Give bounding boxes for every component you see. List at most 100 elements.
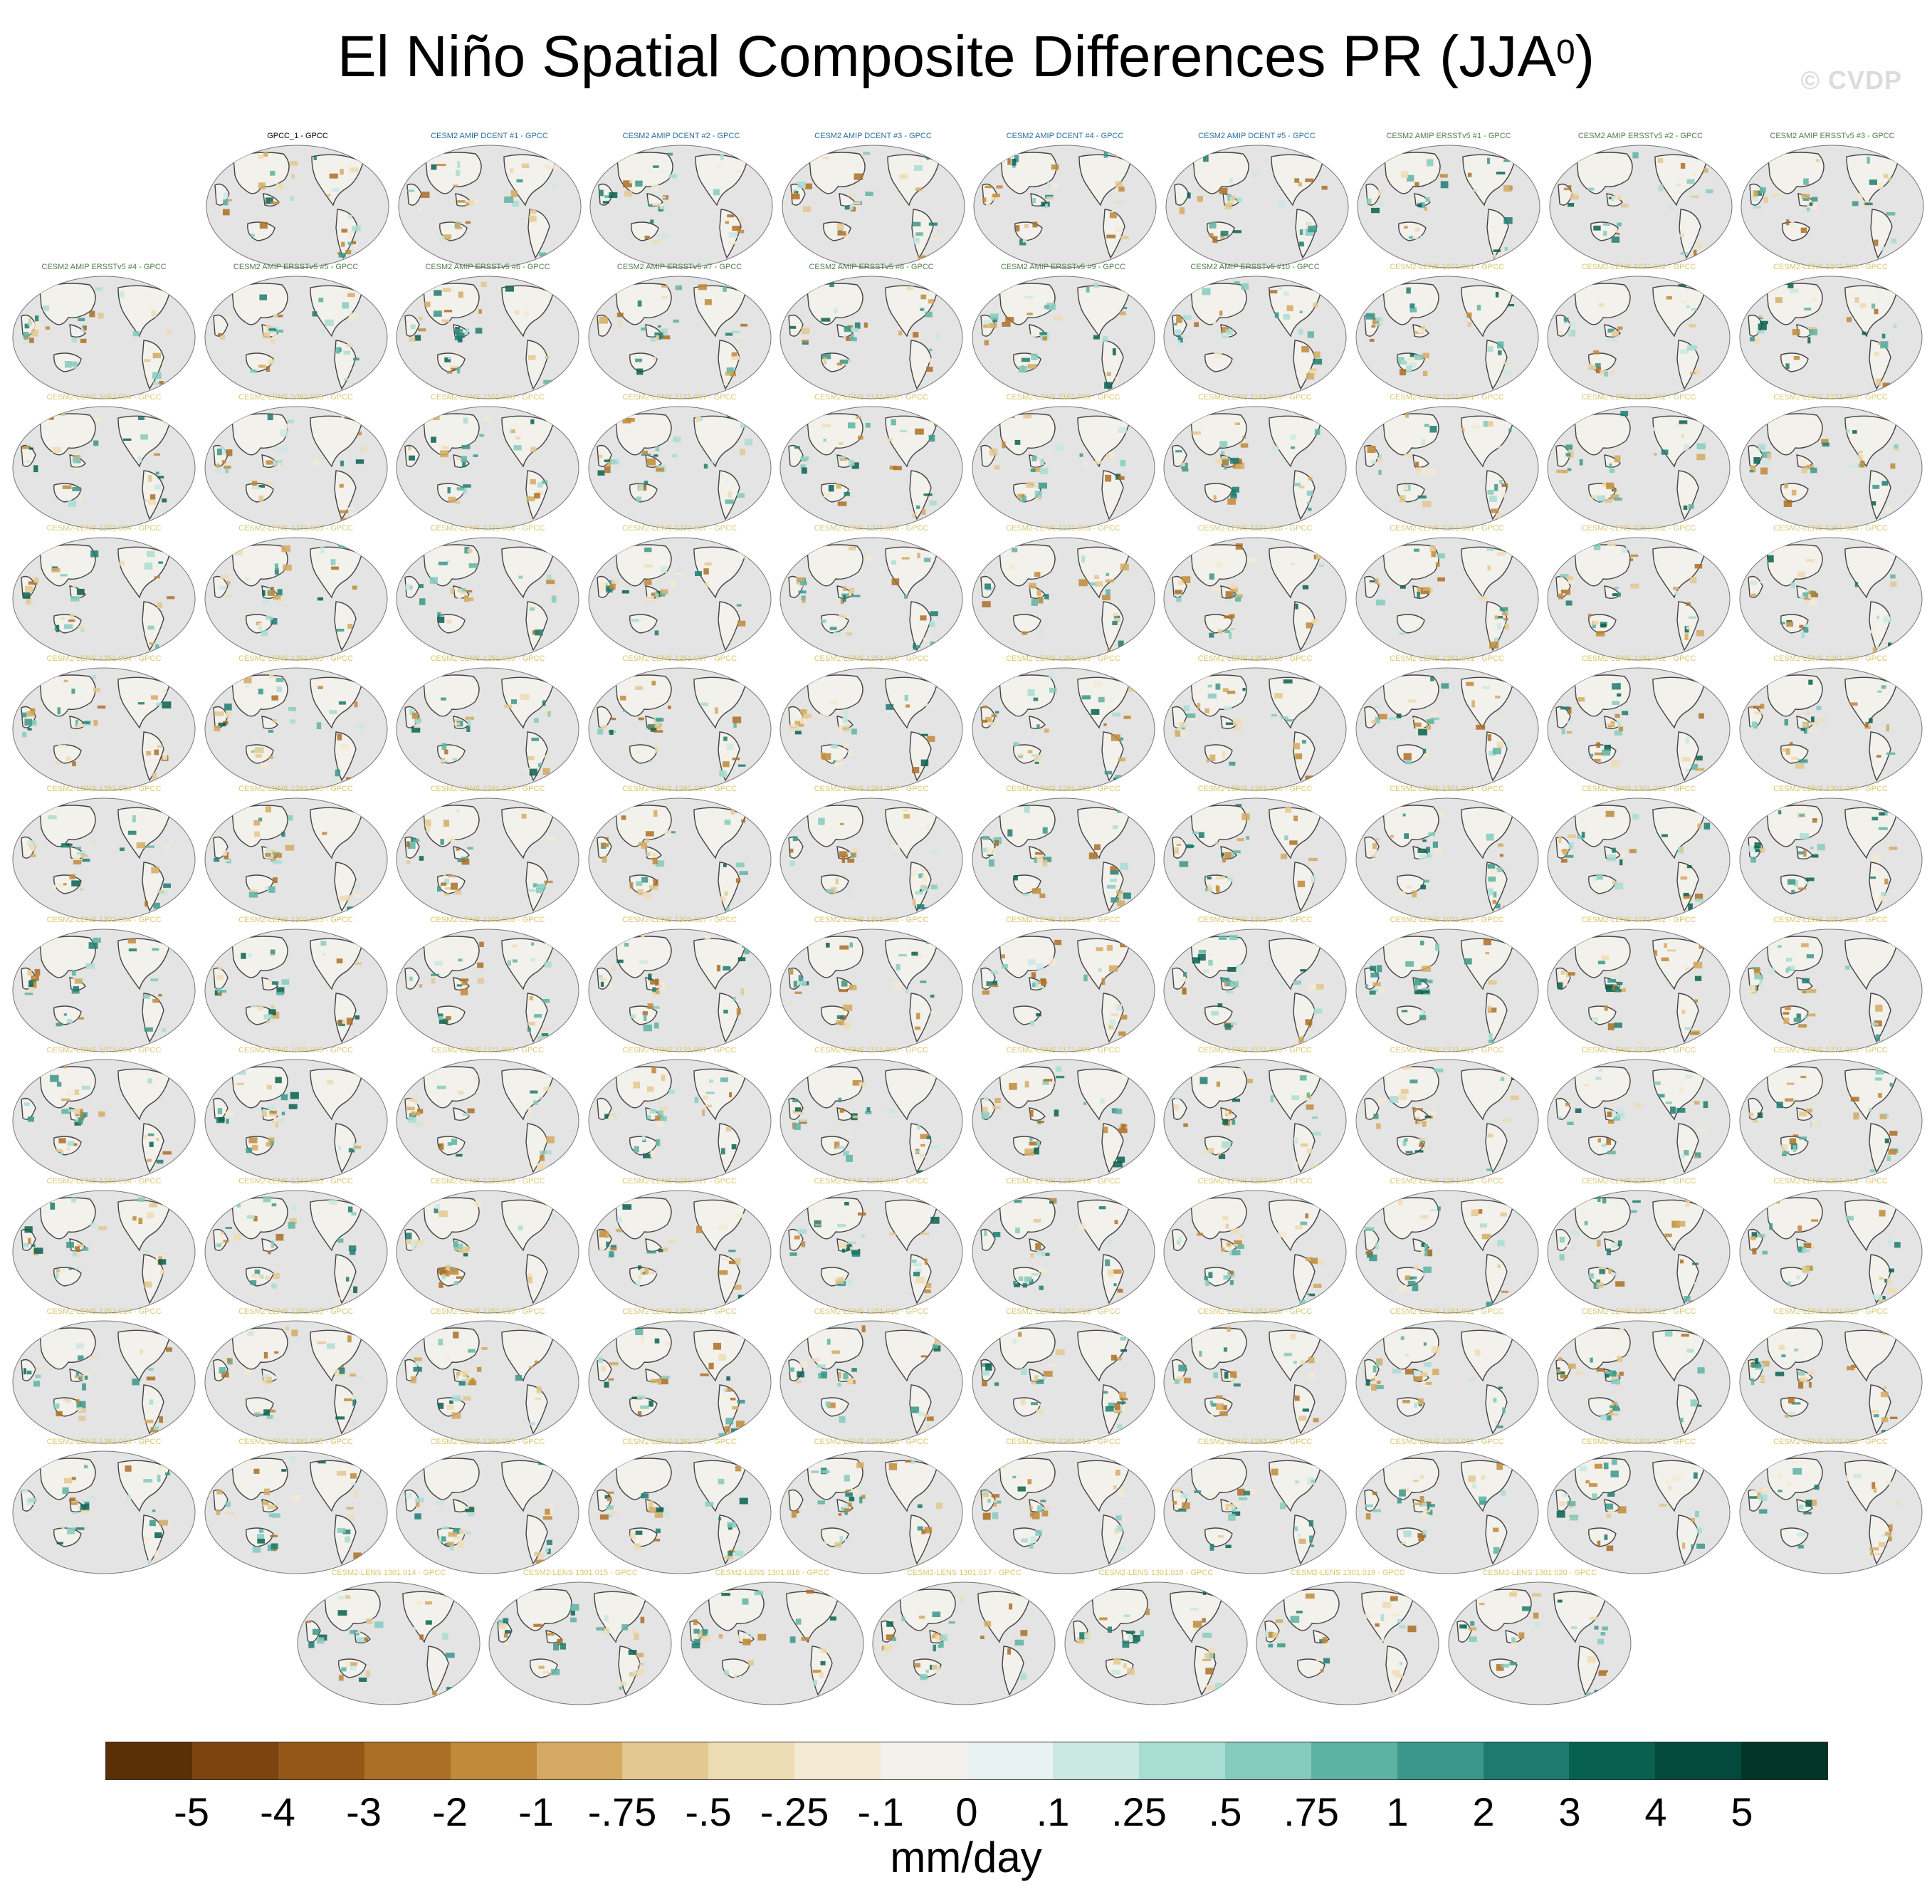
anomaly-cell <box>646 458 656 466</box>
anomaly-cell <box>1015 225 1020 232</box>
anomaly-cell <box>127 938 136 943</box>
world-map <box>1163 1320 1347 1444</box>
anomaly-cell <box>1790 757 1798 760</box>
anomaly-cell <box>258 1529 263 1533</box>
anomaly-cell <box>649 1150 655 1158</box>
world-map <box>204 797 387 921</box>
anomaly-cell <box>268 1110 277 1116</box>
anomaly-cell <box>1222 1119 1229 1125</box>
anomaly-cell <box>837 726 843 732</box>
anomaly-cell <box>1029 1110 1034 1117</box>
anomaly-cell <box>1422 990 1429 994</box>
anomaly-cell <box>353 1490 358 1497</box>
anomaly-cell <box>1751 1247 1756 1255</box>
anomaly-cell <box>789 848 794 853</box>
anomaly-cell <box>419 598 426 605</box>
anomaly-cell <box>1696 1129 1706 1131</box>
anomaly-cell <box>1494 1421 1498 1423</box>
anomaly-cell <box>629 179 634 184</box>
anomaly-cell <box>80 1510 90 1514</box>
anomaly-cell <box>1307 225 1317 233</box>
anomaly-cell <box>1876 755 1881 758</box>
anomaly-cell <box>534 493 540 499</box>
anomaly-cell <box>850 333 854 340</box>
world-map <box>396 406 579 530</box>
map-panel: CESM2-LENS 1301.003 - GPCC <box>1737 784 1925 926</box>
anomaly-cell <box>646 595 654 601</box>
anomaly-cell <box>1308 1371 1315 1378</box>
anomaly-cell <box>792 1110 800 1114</box>
anomaly-cell <box>64 624 73 629</box>
anomaly-cell <box>1375 600 1385 606</box>
anomaly-cell <box>329 710 337 714</box>
anomaly-cell <box>604 1614 609 1622</box>
landmass-2 <box>1002 1646 1024 1696</box>
anomaly-cell <box>82 858 90 862</box>
landmass-3 <box>245 744 274 764</box>
anomaly-cell <box>1397 1094 1407 1100</box>
anomaly-cell <box>609 729 614 735</box>
anomaly-cell <box>1402 1530 1412 1537</box>
anomaly-cell <box>1183 1123 1188 1127</box>
anomaly-cell <box>1782 1012 1789 1015</box>
anomaly-cell <box>1630 1210 1637 1213</box>
anomaly-cell <box>1868 1107 1872 1112</box>
anomaly-cell <box>850 1246 859 1250</box>
anomaly-cell <box>58 1269 66 1274</box>
anomaly-cell <box>570 1617 577 1623</box>
anomaly-cell <box>1790 965 1795 970</box>
anomaly-cell <box>1271 1468 1279 1476</box>
anomaly-cell <box>280 979 289 985</box>
anomaly-cell <box>223 199 229 206</box>
anomaly-cell <box>359 1465 368 1468</box>
anomaly-cell <box>285 844 294 851</box>
anomaly-cell <box>1666 949 1676 952</box>
anomaly-cell <box>80 629 85 632</box>
anomaly-cell <box>272 859 281 864</box>
anomaly-cell <box>903 814 910 819</box>
anomaly-cell <box>543 164 551 169</box>
anomaly-cell <box>1225 1504 1234 1507</box>
anomaly-cell <box>1218 629 1223 634</box>
anomaly-cell <box>1565 453 1571 457</box>
anomaly-cell <box>1215 683 1221 690</box>
anomaly-cell <box>641 1135 645 1141</box>
anomaly-cell <box>1293 815 1298 822</box>
map-panel-title: CESM2-LENS 1231.017 - GPCC <box>622 1177 737 1186</box>
anomaly-cell <box>127 830 137 835</box>
anomaly-cell <box>1012 1475 1016 1479</box>
map-panel: CESM2-LENS 1281.009 - GPCC <box>970 784 1157 926</box>
anomaly-cell <box>1484 421 1493 427</box>
anomaly-cell <box>1894 1242 1901 1248</box>
anomaly-cell <box>1808 600 1817 607</box>
anomaly-cell <box>1503 545 1507 548</box>
map-panel-title: CESM2-LENS 1041.003 - GPCC <box>1773 263 1888 271</box>
anomaly-cell <box>1105 579 1114 582</box>
anomaly-cell <box>731 356 740 360</box>
anomaly-cell <box>262 1111 267 1117</box>
anomaly-cell <box>926 367 933 372</box>
anomaly-cell <box>652 857 658 864</box>
anomaly-cell <box>940 1634 948 1641</box>
anomaly-cell <box>725 1376 730 1381</box>
map-panel: CESM2-LENS 1301.001 - GPCC <box>1353 784 1541 926</box>
map-panel: CESM2-LENS 1281.013 - GPCC <box>1737 1307 1925 1449</box>
anomaly-cell <box>1597 1138 1601 1143</box>
map-panel-title: CESM2-LENS 1251.011 - GPCC <box>1390 1177 1504 1186</box>
anomaly-cell <box>457 595 462 600</box>
anomaly-cell <box>1560 1374 1565 1379</box>
anomaly-cell <box>157 745 163 748</box>
anomaly-cell <box>1298 1538 1306 1544</box>
anomaly-cell <box>1845 1215 1854 1221</box>
anomaly-cell <box>1027 364 1036 369</box>
map-panel-title: CESM2-LENS 1011.001 - GPCC <box>1390 916 1504 924</box>
anomaly-cell <box>459 978 469 981</box>
anomaly-cell <box>526 496 535 501</box>
landmass-2 <box>1484 601 1508 652</box>
anomaly-cell <box>1299 310 1303 313</box>
anomaly-cell <box>258 294 267 300</box>
anomaly-cell <box>660 566 667 573</box>
anomaly-cell <box>143 1536 148 1544</box>
anomaly-cell <box>1034 1243 1041 1250</box>
anomaly-cell <box>1816 706 1821 711</box>
